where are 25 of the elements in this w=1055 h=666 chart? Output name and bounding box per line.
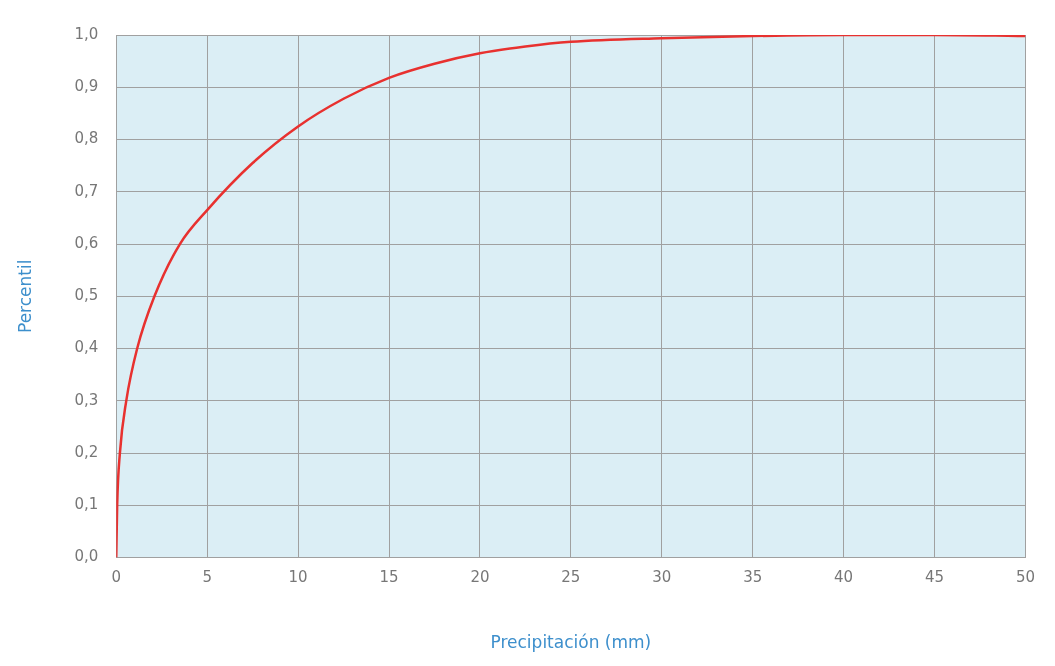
- y-tick-label: 0,1: [74, 495, 99, 514]
- y-tick-label: 0,8: [74, 129, 99, 148]
- x-tick-label: 20: [470, 568, 490, 587]
- x-tick-label: 45: [924, 568, 945, 587]
- x-tick-label: 15: [379, 568, 399, 587]
- y-tick-label: 0,0: [74, 547, 99, 566]
- x-tick-label: 10: [288, 568, 308, 587]
- x-tick-label: 25: [561, 568, 581, 587]
- y-tick-label: 1,0: [74, 24, 99, 43]
- x-tick-label: 5: [202, 568, 212, 587]
- x-tick-label: 0: [111, 568, 122, 587]
- y-tick-label: 0,6: [74, 233, 99, 252]
- y-tick-label: 0,3: [74, 390, 99, 409]
- x-tick-label: 40: [834, 568, 854, 587]
- x-tick-label: 50: [1015, 568, 1035, 587]
- y-tick-label: 0,9: [74, 77, 99, 96]
- y-tick-label: 0,4: [74, 338, 99, 357]
- line-series: [116, 35, 1026, 558]
- x-axis-title: Precipitación (mm): [490, 632, 652, 653]
- y-tick-label: 0,5: [74, 286, 99, 305]
- y-tick-label: 0,7: [74, 181, 99, 200]
- y-axis-title: Percentil: [14, 259, 35, 334]
- x-tick-label: 30: [652, 568, 672, 587]
- y-tick-label: 0,2: [74, 442, 99, 461]
- x-tick-label: 35: [743, 568, 763, 587]
